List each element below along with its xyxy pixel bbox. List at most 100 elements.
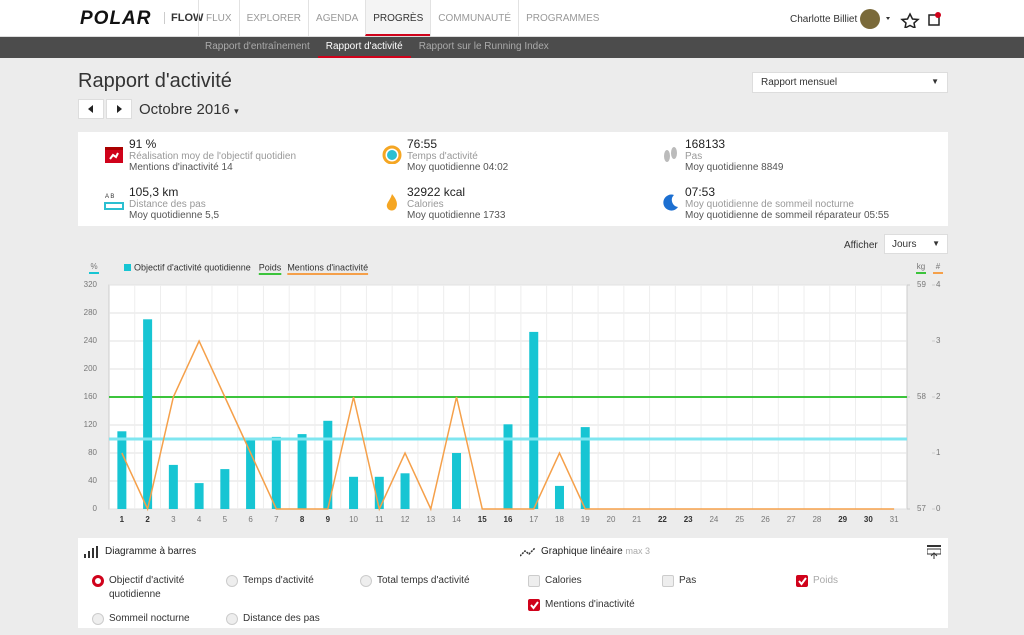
stat-text: 07:53 Moy quotidienne de sommeil nocturne…: [685, 185, 930, 222]
x-tick-label: 10: [349, 515, 358, 524]
checkbox[interactable]: [796, 575, 808, 587]
x-tick-label: 29: [838, 515, 847, 524]
stat-label: Distance des pas: [129, 199, 206, 210]
stat-icon: [105, 147, 123, 163]
bar-option[interactable]: Total temps d'activité: [360, 574, 494, 602]
x-tick-label: 21: [632, 515, 641, 524]
checkbox[interactable]: [528, 575, 540, 587]
y3-tick-label: 0: [936, 504, 941, 513]
option-label: Pas: [679, 575, 697, 586]
period-select[interactable]: Octobre 2016 ▾: [139, 101, 239, 118]
stat-detail: Mentions d'inactivité 14: [129, 162, 233, 173]
view-label: Afficher: [844, 240, 878, 251]
nav-item[interactable]: FLUX: [198, 0, 239, 36]
stat-value: 07:53: [685, 185, 716, 199]
page-title: Rapport d'activité: [78, 70, 232, 92]
report-select[interactable]: Rapport mensuel ▼: [752, 72, 948, 93]
line-option[interactable]: Pas: [662, 574, 796, 588]
x-tick-label: 13: [426, 515, 435, 524]
legend-label: Objectif d'activité quotidienne: [134, 262, 251, 272]
sub-items: Rapport d'entraînement Rapport d'activité…: [197, 37, 557, 58]
nav-item[interactable]: AGENDA: [308, 0, 365, 36]
view-select[interactable]: Jours ▼: [884, 234, 948, 254]
line-option[interactable]: Calories: [528, 574, 662, 588]
y-tick-label: 280: [84, 308, 98, 317]
x-tick-label: 26: [761, 515, 770, 524]
bar: [349, 476, 359, 509]
line-option[interactable]: Poids: [796, 574, 930, 588]
nav-item[interactable]: PROGRÈS: [365, 0, 431, 36]
radio[interactable]: [226, 575, 238, 587]
y-tick-label: 160: [84, 392, 98, 401]
brand[interactable]: POLAR: [80, 8, 152, 29]
stat-icon: [386, 194, 397, 211]
y3-tick-label: 2: [936, 392, 941, 401]
y3-tick-label: 1: [936, 448, 941, 457]
bar-options: Objectif d'activité quotidienne Temps d'a…: [92, 574, 494, 626]
stat-detail: Moy quotidienne de sommeil réparateur 05…: [685, 210, 890, 221]
radio[interactable]: [360, 575, 372, 587]
stat-value: 105,3 km: [129, 185, 179, 199]
stat-value: 168133: [685, 137, 726, 151]
x-tick-label: 22: [658, 515, 667, 524]
bar: [194, 483, 204, 509]
prev-button[interactable]: [78, 99, 104, 119]
sub-item[interactable]: Rapport sur le Running Index: [418, 41, 549, 52]
radio[interactable]: [226, 613, 238, 625]
nav-item[interactable]: PROGRAMMES: [518, 0, 606, 36]
next-button[interactable]: [106, 99, 132, 119]
y3-unit: #: [936, 262, 941, 271]
stat-value: 76:55: [407, 137, 438, 151]
bar-option[interactable]: Temps d'activité: [226, 574, 360, 602]
radio[interactable]: [92, 613, 104, 625]
y3-tick-label: 3: [936, 336, 941, 345]
x-tick-label: 25: [735, 515, 744, 524]
inactivity-line: [121, 339, 895, 512]
bar-option[interactable]: Sommeil nocturne: [92, 612, 226, 626]
x-tick-label: 6: [248, 515, 253, 524]
options-panel: Diagramme à barres Graphique linéaire ma…: [78, 538, 948, 628]
bar-option[interactable]: Distance des pas: [226, 612, 360, 626]
user-name[interactable]: Charlotte Billiet: [790, 14, 858, 25]
view-value: Jours: [892, 239, 917, 250]
x-tick-label: 16: [504, 515, 513, 524]
option-label: Distance des pas: [243, 613, 320, 624]
bar: [297, 434, 307, 509]
option-label: Sommeil nocturne: [109, 613, 190, 624]
stat: 91 % Réalisation moy de l'objectif quotid…: [104, 138, 374, 173]
x-tick-label: 11: [375, 515, 384, 524]
x-tick-label: 14: [452, 515, 461, 524]
x-tick-label: 19: [581, 515, 590, 524]
y2-tick-label: 59: [917, 280, 926, 289]
stat-label: Réalisation moy de l'objectif quotidien: [129, 151, 297, 162]
y2-tick-label: 58: [917, 392, 926, 401]
x-tick-label: 9: [326, 515, 331, 524]
x-tick-label: 30: [864, 515, 873, 524]
checkbox[interactable]: [662, 575, 674, 587]
radio[interactable]: [92, 575, 104, 587]
nav-icons: [886, 12, 941, 28]
stat-icon: [664, 147, 677, 162]
avatar[interactable]: [860, 9, 880, 29]
sub-item[interactable]: Rapport d'activité: [317, 37, 411, 58]
bar: [220, 469, 230, 509]
stat-label: Pas: [685, 151, 703, 162]
legend-swatch: [124, 264, 131, 271]
pin-icon[interactable]: [927, 545, 941, 559]
bar-option[interactable]: Objectif d'activité quotidienne: [92, 574, 212, 602]
line-option[interactable]: Mentions d'inactivité: [528, 598, 662, 612]
x-tick-label: 8: [300, 515, 305, 524]
nav-item[interactable]: COMMUNAUTÉ: [430, 0, 518, 36]
nav-item[interactable]: EXPLORER: [238, 0, 308, 36]
checkbox[interactable]: [528, 599, 540, 611]
bar: [246, 439, 256, 509]
stat-value: 91 %: [129, 137, 157, 151]
stat-text: 91 % Réalisation moy de l'objectif quotid…: [129, 137, 374, 174]
sub-nav: Rapport d'entraînement Rapport d'activité…: [0, 37, 1024, 58]
period: Octobre 2016: [139, 101, 230, 118]
stat: 76:55 Temps d'activité Moy quotidienne 04:…: [382, 138, 652, 173]
stat-label: Calories: [407, 199, 444, 210]
x-tick-label: 7: [274, 515, 279, 524]
stat: A B 105,3 km Distance des pas Moy quotidien…: [104, 186, 374, 221]
sub-item[interactable]: Rapport d'entraînement: [205, 41, 310, 52]
